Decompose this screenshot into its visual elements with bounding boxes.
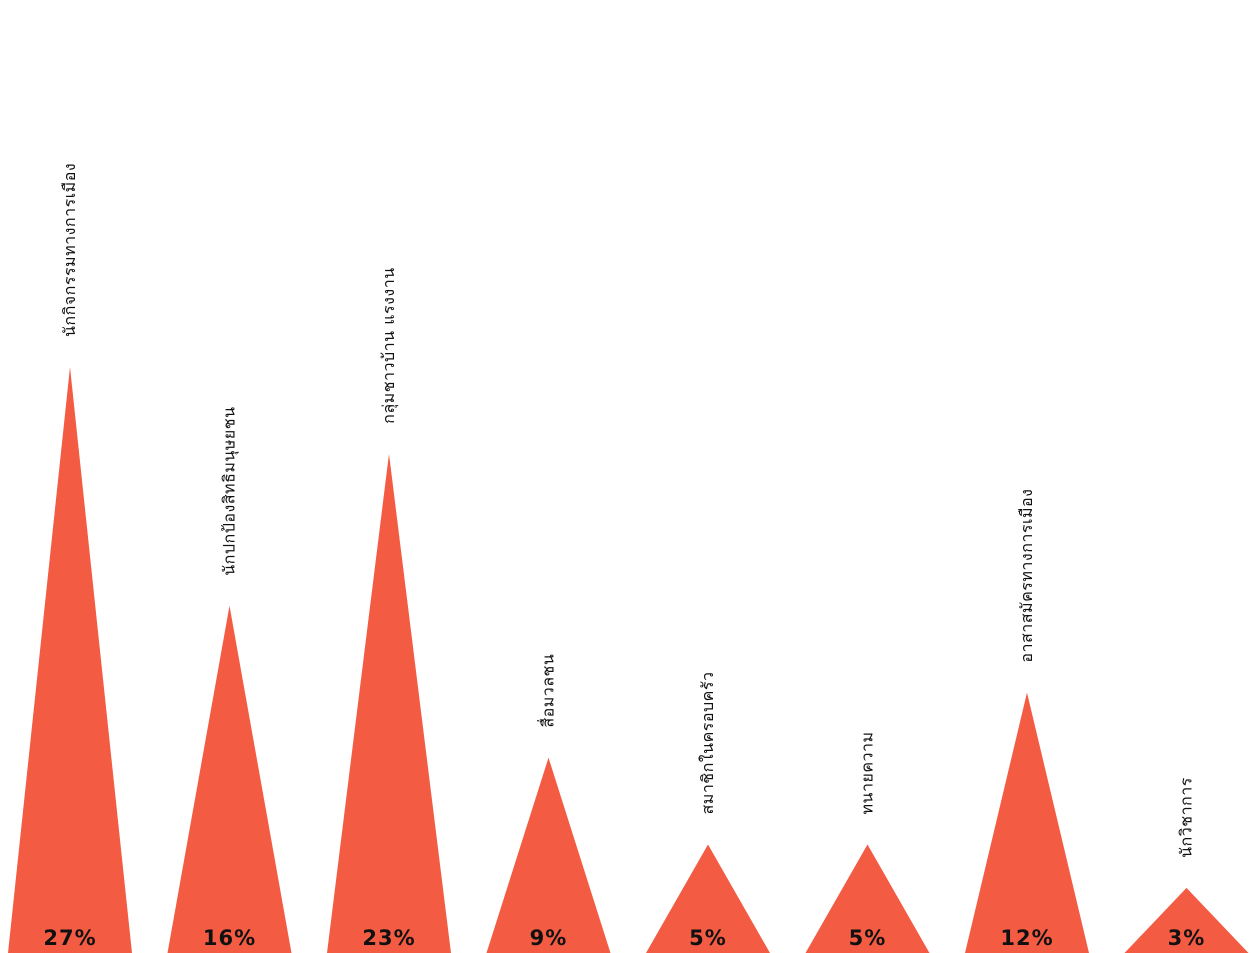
category-label-3: กลุ่มชาวบ้าน แรงงาน xyxy=(379,267,399,423)
value-label-1: 27% xyxy=(43,926,96,950)
category-label-4: สื่อมวลชน xyxy=(537,654,558,728)
category-label-2: นักปกป้องสิทธิมนุษยชน xyxy=(220,406,240,575)
triangle-mark-8 xyxy=(1124,887,1249,953)
category-label-7: อาสาสมัครทางการเมือง xyxy=(1017,489,1036,663)
value-label-3: 23% xyxy=(362,926,415,950)
category-label-6: ทนายความ xyxy=(858,731,877,814)
category-label-1: นักกิจกรรมทางการเมือง xyxy=(60,163,79,337)
triangle-mark-4 xyxy=(486,757,611,953)
value-label-8: 3% xyxy=(1168,926,1206,950)
triangle-mark-7 xyxy=(965,692,1089,953)
triangle-mark-1 xyxy=(8,367,132,953)
category-labels: นักกิจกรรมทางการเมืองนักปกป้องสิทธิมนุษย… xyxy=(60,163,1196,858)
value-label-4: 9% xyxy=(530,926,568,950)
value-label-5: 5% xyxy=(689,926,727,950)
triangle-mark-6 xyxy=(805,844,930,953)
triangle-mark-2 xyxy=(167,605,292,953)
value-label-6: 5% xyxy=(849,926,887,950)
category-label-5: สมาชิกในครอบครัว xyxy=(698,672,717,815)
triangle-mark-3 xyxy=(327,453,451,953)
chart-marks xyxy=(8,367,1249,953)
value-labels: 27% 16% 23% 9% 5% 5% 12% 3% xyxy=(43,926,1206,950)
value-label-7: 12% xyxy=(1000,926,1053,950)
value-label-2: 16% xyxy=(203,926,256,950)
category-label-8: นักวิชาการ xyxy=(1177,777,1196,858)
triangle-mark-5 xyxy=(646,844,770,953)
